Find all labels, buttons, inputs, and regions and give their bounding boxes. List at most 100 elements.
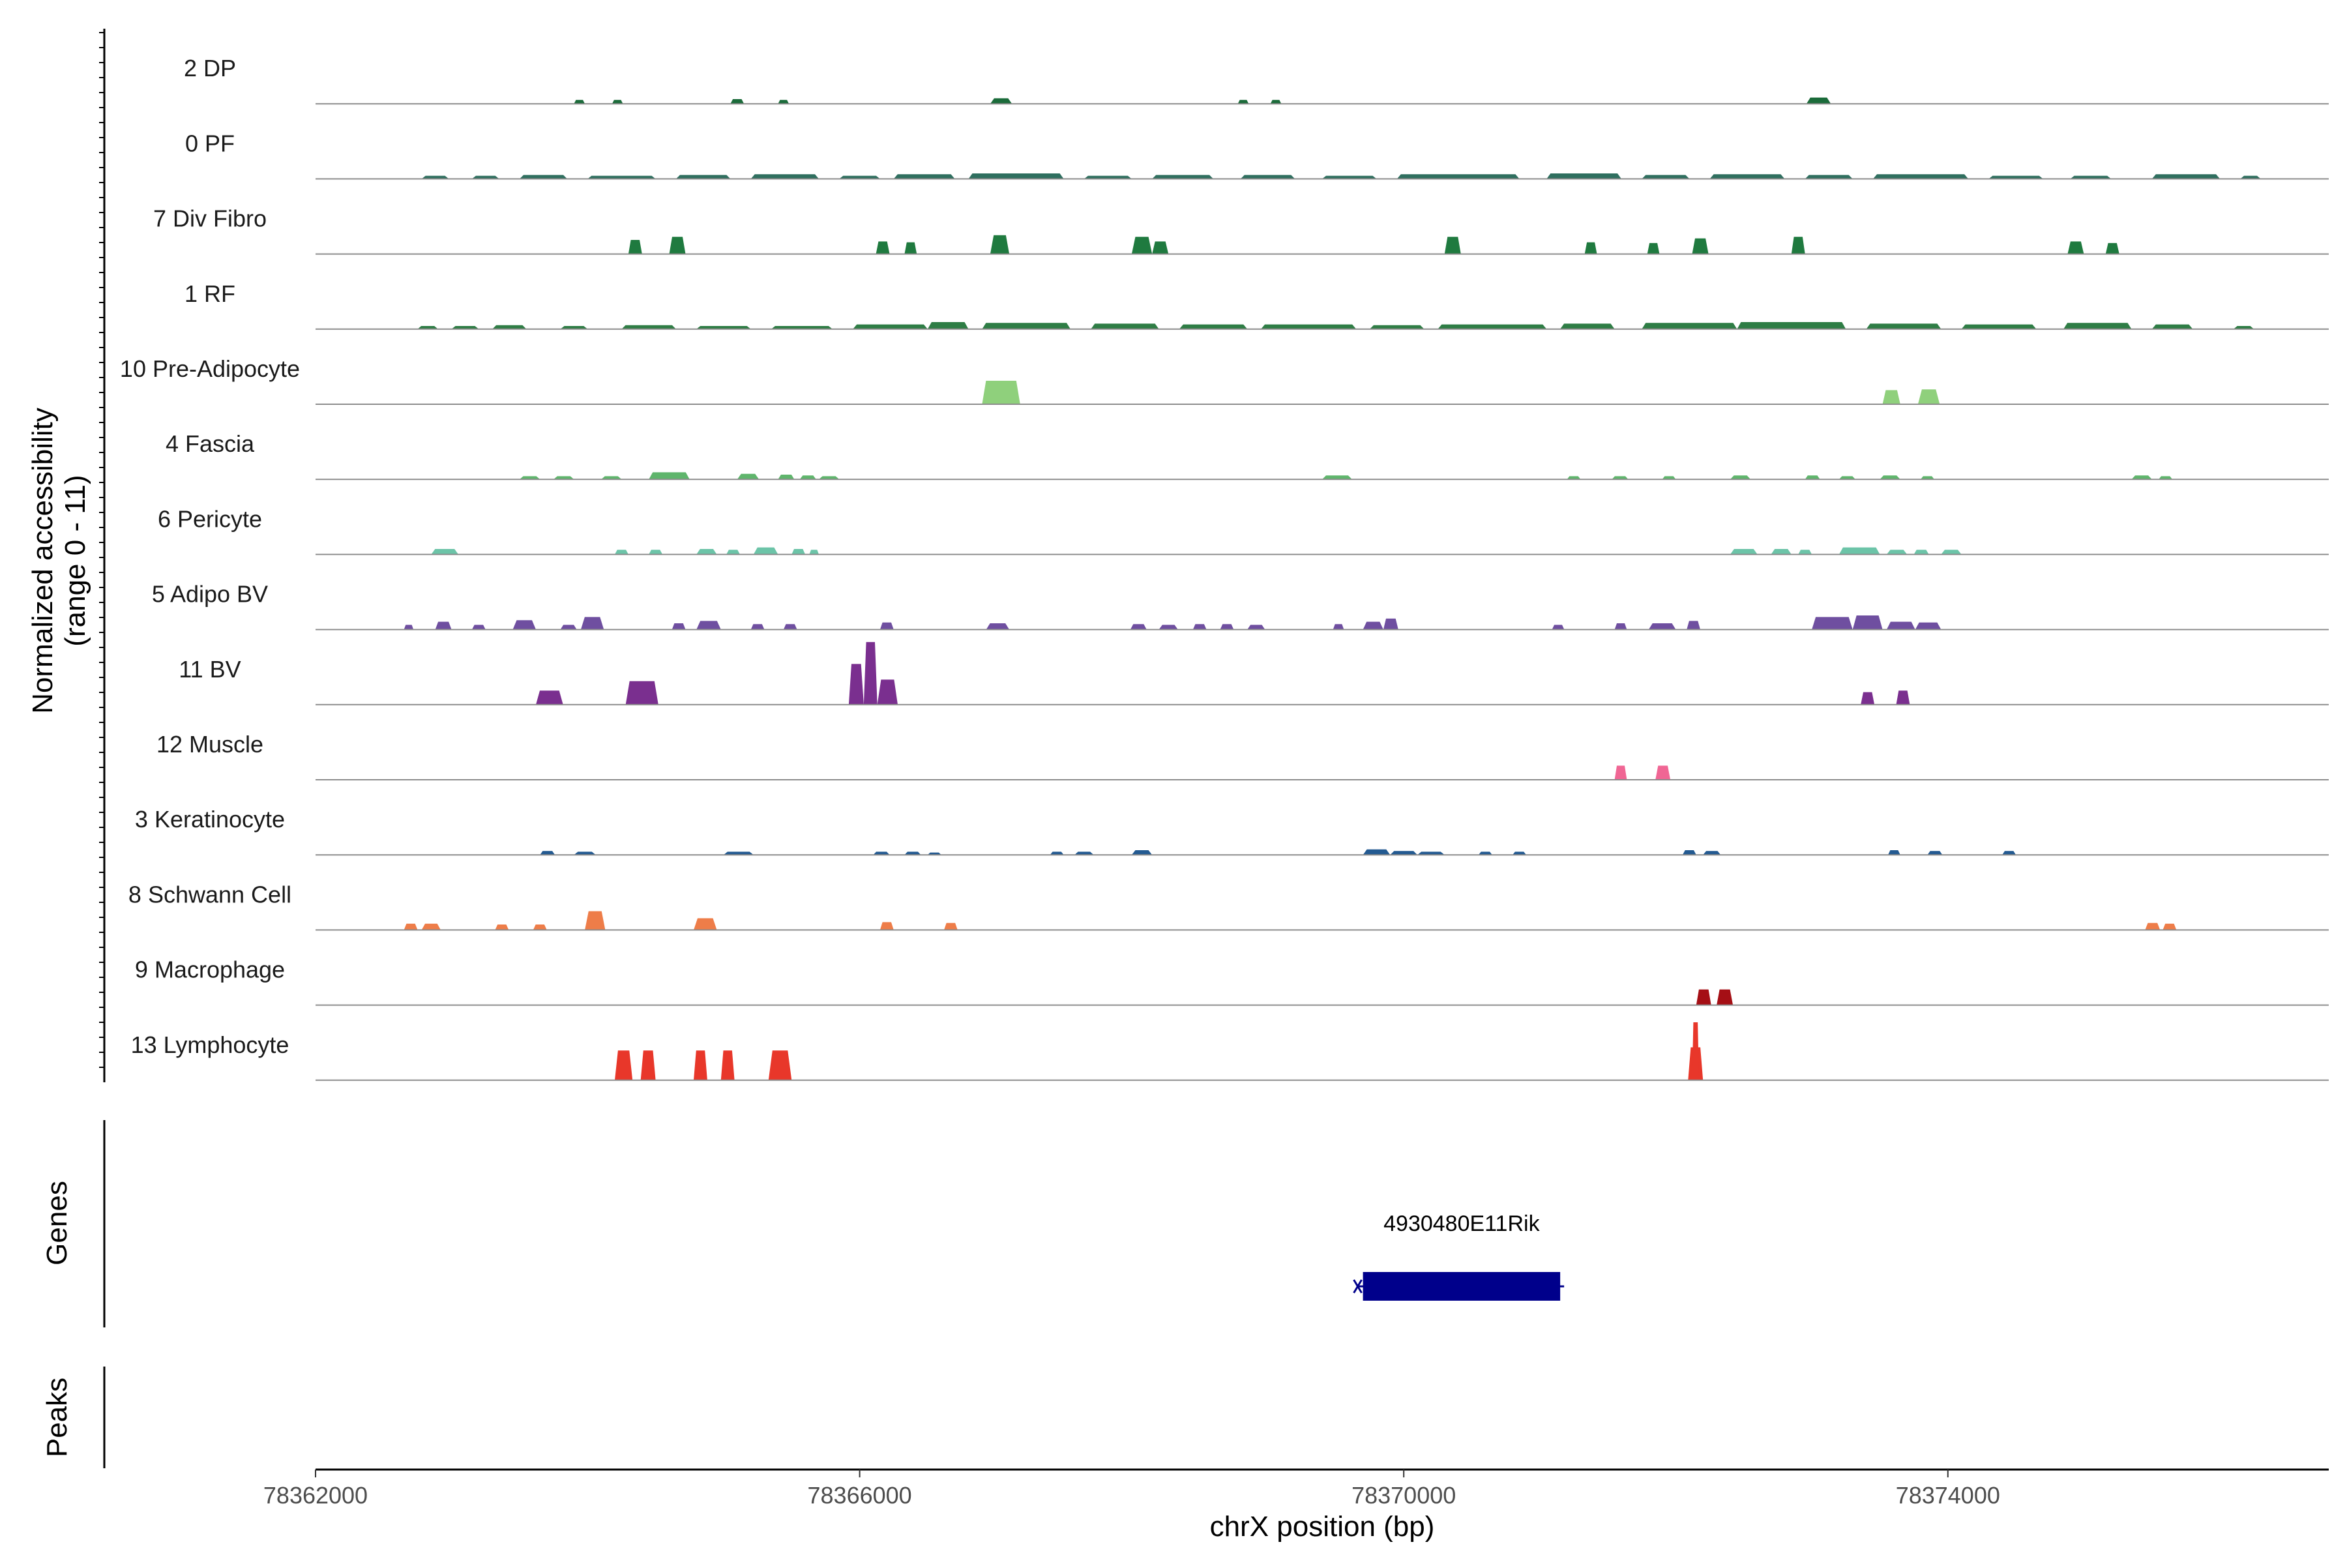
coverage-peak <box>625 681 658 705</box>
coverage-peak <box>417 326 438 329</box>
coverage-peak <box>2151 324 2193 329</box>
peaks-panel: Peaks <box>41 1367 106 1468</box>
coverage-peak <box>1866 323 1941 329</box>
coverage-peak <box>621 325 676 329</box>
coverage-peak <box>1873 174 1969 179</box>
coverage-peak <box>1730 475 1751 480</box>
coverage-peak <box>1261 324 1357 329</box>
track-label: 11 BV <box>179 656 241 683</box>
coverage-peak <box>1682 850 1696 855</box>
coverage-peak <box>1812 617 1853 630</box>
coverage-peak <box>612 100 623 104</box>
coverage-peak <box>1692 238 1709 254</box>
coverage-peak <box>2105 243 2119 254</box>
track-10: 12 Muscle <box>156 731 2329 780</box>
x-tick-label: 78362000 <box>263 1482 368 1509</box>
coverage-peak <box>1915 622 1941 630</box>
track-label: 10 Pre-Adipocyte <box>120 355 300 382</box>
coverage-peak <box>1806 97 1831 104</box>
coverage-peak <box>1614 765 1627 780</box>
coverage-peak <box>672 623 686 630</box>
genes-panel-label: Genes <box>41 1181 73 1265</box>
coverage-peak <box>2233 326 2254 329</box>
coverage-peak <box>1417 851 1445 855</box>
coverage-peak <box>904 242 917 254</box>
track-label: 7 Div Fibro <box>153 205 267 232</box>
coverage-peak <box>492 325 527 329</box>
coverage-peak <box>554 476 574 480</box>
track-5: 10 Pre-Adipocyte <box>120 355 2329 405</box>
coverage-peak <box>1074 851 1094 855</box>
coverage-peak <box>1322 175 1377 179</box>
coverage-peak <box>512 620 536 630</box>
coverage-peak <box>1179 324 1248 329</box>
coverage-peak <box>990 235 1010 254</box>
coverage-peak <box>1921 476 1934 480</box>
coverage-peak <box>1913 550 1929 555</box>
coverage-peak <box>904 851 921 855</box>
coverage-peak <box>839 175 880 179</box>
coverage-peak <box>1791 237 1805 254</box>
track-label: 4 Fascia <box>166 430 255 457</box>
track-label: 6 Pericyte <box>158 505 262 532</box>
coverage-peak <box>2151 174 2221 179</box>
coverage-peak <box>1322 475 1352 480</box>
coverage-peak <box>2067 241 2084 254</box>
track-9: 11 BV <box>179 642 2329 705</box>
coverage-peak <box>1614 623 1627 630</box>
coverage-peak <box>1152 175 1214 179</box>
coverage-peak <box>1886 621 1915 630</box>
coverage-peak <box>1838 547 1880 555</box>
coverage-peak <box>649 550 663 555</box>
coverage-peak <box>944 923 958 930</box>
coverage-peak <box>495 925 509 930</box>
coverage-peak <box>982 323 1070 329</box>
coverage-peak <box>1717 989 1734 1005</box>
coverage-peak <box>1961 324 2037 329</box>
coverage-peak <box>876 241 890 254</box>
coverage-peak <box>1805 475 1820 480</box>
coverage-peak <box>560 625 577 630</box>
coverage-peak <box>1703 851 1721 855</box>
coverage-peak <box>879 622 894 630</box>
coverage-peak <box>520 175 567 179</box>
track-8: 5 Adipo BV <box>152 581 2329 630</box>
coverage-peak <box>809 550 819 555</box>
coverage-peak <box>1560 323 1615 329</box>
coverage-peak <box>750 624 765 630</box>
coverage-peak <box>580 617 604 630</box>
coverage-peak <box>726 550 740 555</box>
coverage-peak <box>778 100 790 104</box>
tracks-layer: 2 DP 0 PF 7 Div Fibro 1 RF 10 Pre-Adipocyte 4… <box>120 55 2329 1081</box>
coverage-peak <box>560 326 588 329</box>
coverage-peak <box>1270 100 1282 104</box>
coverage-peak <box>694 918 717 930</box>
coverage-peak <box>1730 549 1758 555</box>
coverage-peak <box>877 679 898 705</box>
coverage-peak <box>696 549 717 555</box>
track-14: 13 Lymphocyte <box>131 1022 2329 1081</box>
coverage-peak <box>2131 475 2152 480</box>
coverage-peak <box>1220 624 1234 630</box>
coverage-peak <box>615 550 628 555</box>
coverage-peak <box>1159 625 1178 630</box>
coverage-peak <box>819 476 840 480</box>
coverage-peak <box>879 922 894 930</box>
x-tick-label: 78370000 <box>1351 1482 1456 1509</box>
coverage-peak <box>2063 323 2132 329</box>
coverage-peak <box>893 174 955 179</box>
coverage-peak <box>1383 618 1398 630</box>
coverage-peak <box>1363 621 1383 630</box>
coverage-peak <box>587 175 656 179</box>
coverage-peak <box>696 621 721 630</box>
peaks-panel-label: Peaks <box>41 1378 73 1457</box>
coverage-peak <box>848 664 864 705</box>
track-3: 7 Div Fibro <box>153 205 2329 255</box>
coverage-peak <box>1896 690 1910 705</box>
coverage-peak <box>601 476 622 480</box>
coverage-peak <box>1838 476 1855 480</box>
coverage-peak <box>1642 175 1690 179</box>
strand-arrow-icon <box>1353 1279 1363 1294</box>
